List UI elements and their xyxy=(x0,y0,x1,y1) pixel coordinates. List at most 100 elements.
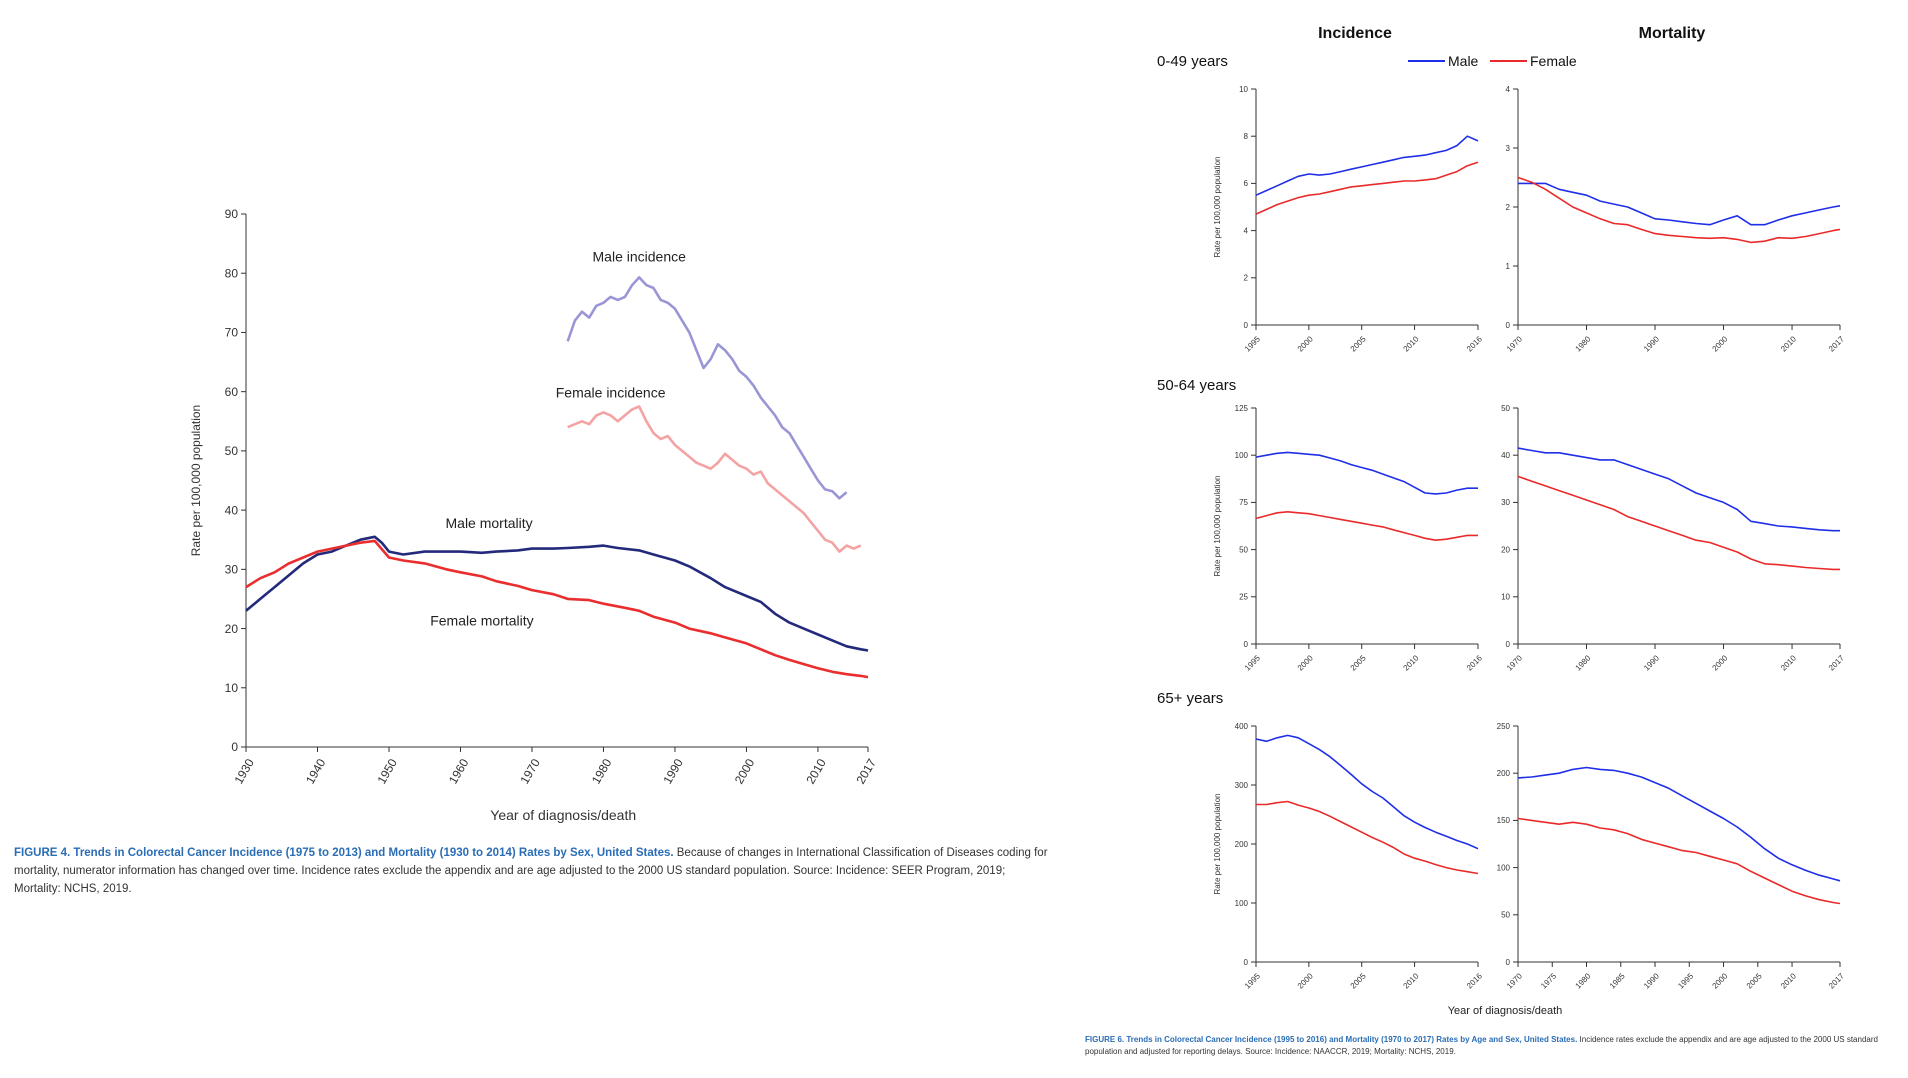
fig6-incidence-0-49-y-tick-label: 10 xyxy=(1239,85,1248,94)
fig6-incidence-65plus-y-tick-label: 0 xyxy=(1244,958,1249,967)
fig6-mortality-50-64-y-tick-label: 30 xyxy=(1501,498,1510,507)
fig6-incidence-65plus-x-tick-label: 2000 xyxy=(1296,971,1315,990)
fig6-incidence-65plus-series-female xyxy=(1256,800,1479,875)
fig4-y-tick-label: 50 xyxy=(225,444,239,458)
fig6-incidence-50-64-x-tick-label: 2005 xyxy=(1349,653,1368,672)
fig6-incidence-65plus-x-tick-label: 2016 xyxy=(1465,971,1484,990)
figure-4-caption-body: Because of changes in International Clas… xyxy=(14,847,1048,895)
fig6-incidence-65plus-y-tick-label: 400 xyxy=(1235,722,1249,731)
fig4-series-male-mortality xyxy=(245,535,869,652)
fig4-label-female-incidence: Female incidence xyxy=(556,385,666,401)
fig4-x-tick-label: 1940 xyxy=(303,756,329,786)
fig6-mortality-0-49-series-female xyxy=(1517,176,1841,244)
fig4-y-tick-label: 90 xyxy=(225,207,239,221)
fig6-mortality-65plus-y-tick-label: 250 xyxy=(1497,722,1511,731)
fig6-incidence-50-64-y-tick-label: 25 xyxy=(1239,593,1248,602)
fig6-incidence-50-64-series-female xyxy=(1255,511,1478,541)
fig4-x-tick-label: 1990 xyxy=(660,756,686,786)
fig6-incidence-0-49-x-tick-label: 2005 xyxy=(1349,334,1368,353)
fig6-incidence-50-64-y-tick-label: 75 xyxy=(1239,498,1248,507)
fig6-mortality-0-49-x-tick-label: 1990 xyxy=(1642,334,1661,353)
fig4-y-tick-label: 10 xyxy=(225,681,239,695)
fig4-label-female-mortality: Female mortality xyxy=(430,613,533,629)
fig6-mortality-0-49-x-tick-label: 2010 xyxy=(1779,334,1798,353)
fig6-mortality-50-64-x-tick-label: 1980 xyxy=(1574,653,1593,672)
fig6-mortality-65plus-x-tick-label: 2000 xyxy=(1711,971,1730,990)
fig6-mortality-0-49-y-tick-label: 3 xyxy=(1506,144,1511,153)
fig6-incidence-0-49-y-tick-label: 8 xyxy=(1244,132,1249,141)
fig6-mortality-65plus-x-tick-label: 1975 xyxy=(1539,971,1558,990)
fig6-incidence-65plus-y-tick-label: 300 xyxy=(1235,781,1249,790)
fig6-mortality-50-64-x-tick-label: 1990 xyxy=(1642,653,1661,672)
fig6-incidence-65plus-y-axis-label: Rate per 100,000 population xyxy=(1213,794,1222,895)
fig6-mortality-65plus-y-tick-label: 0 xyxy=(1506,958,1511,967)
fig6-mortality-65plus-x-tick-label: 2010 xyxy=(1779,971,1798,990)
fig6-incidence-0-49-x-tick-label: 2000 xyxy=(1296,334,1315,353)
fig6-mortality-65plus-y-tick-label: 100 xyxy=(1497,863,1511,872)
fig6-mortality-0-49-y-tick-label: 1 xyxy=(1506,262,1511,271)
figure-4-caption-lead: FIGURE 4. Trends in Colorectal Cancer In… xyxy=(14,847,674,859)
fig6-x-axis-label: Year of diagnosis/death xyxy=(1448,1005,1563,1017)
fig4-y-axis-label: Rate per 100,000 population xyxy=(189,405,203,556)
fig6-incidence-50-64-x-tick-label: 2016 xyxy=(1465,653,1484,672)
figure-6-caption-body: Incidence rates exclude the appendix and… xyxy=(1085,1035,1878,1056)
fig6-col-title-incidence: Incidence xyxy=(1318,25,1392,42)
fig6-incidence-0-49-x-tick-label: 1995 xyxy=(1243,334,1262,353)
fig6-mortality-65plus-x-tick-label: 1985 xyxy=(1608,971,1627,990)
fig6-incidence-65plus-y-tick-label: 100 xyxy=(1235,899,1249,908)
fig6-incidence-50-64-x-tick-label: 2010 xyxy=(1402,653,1421,672)
fig6-mortality-0-49-x-tick-label: 2000 xyxy=(1711,334,1730,353)
fig6-incidence-0-49-x-tick-label: 2016 xyxy=(1465,334,1484,353)
fig4-x-tick-label: 1930 xyxy=(231,756,257,786)
fig4-y-tick-label: 60 xyxy=(225,385,239,399)
fig4-series-female-mortality xyxy=(245,539,869,679)
fig6-mortality-65plus-series-female xyxy=(1517,817,1841,905)
fig6-incidence-0-49-series-male xyxy=(1255,135,1479,196)
fig6-mortality-50-64-y-tick-label: 40 xyxy=(1501,451,1510,460)
fig6-mortality-0-49-x-tick-label: 1980 xyxy=(1574,334,1593,353)
fig6-mortality-65plus-y-tick-label: 200 xyxy=(1497,769,1511,778)
fig6-col-title-mortality: Mortality xyxy=(1639,25,1706,42)
fig6-row-label-1: 50-64 years xyxy=(1157,377,1236,394)
fig6-incidence-0-49-y-axis-label: Rate per 100,000 population xyxy=(1213,157,1222,258)
fig6-mortality-65plus-x-tick-label: 2017 xyxy=(1827,971,1846,990)
fig6-legend-female-label: Female xyxy=(1530,53,1577,69)
fig6-incidence-50-64-y-tick-label: 100 xyxy=(1235,451,1249,460)
fig6-incidence-50-64-y-tick-label: 0 xyxy=(1244,640,1249,649)
figure-6-caption: FIGURE 6. Trends in Colorectal Cancer In… xyxy=(1085,1034,1900,1058)
fig6-incidence-50-64-y-tick-label: 50 xyxy=(1239,545,1248,554)
fig6-mortality-65plus-x-tick-label: 1970 xyxy=(1505,971,1524,990)
fig6-mortality-50-64-y-tick-label: 20 xyxy=(1501,545,1510,554)
fig6-mortality-50-64-y-tick-label: 50 xyxy=(1501,404,1510,413)
fig4-x-tick-label: 1960 xyxy=(446,756,472,786)
fig6-mortality-50-64-series-female xyxy=(1517,475,1840,571)
fig6-incidence-50-64-x-tick-label: 1995 xyxy=(1243,653,1262,672)
fig6-mortality-65plus-x-tick-label: 2005 xyxy=(1745,971,1764,990)
fig6-row-label-0: 0-49 years xyxy=(1157,53,1228,70)
fig4-series-female-incidence xyxy=(567,405,862,553)
fig6-mortality-0-49-series-male xyxy=(1518,182,1841,226)
fig4-x-tick-label: 1970 xyxy=(517,756,543,786)
fig6-mortality-0-49-y-tick-label: 4 xyxy=(1506,85,1511,94)
fig4-x-tick-label: 2017 xyxy=(853,756,879,786)
fig6-incidence-0-49-series-female xyxy=(1255,161,1479,215)
fig4-label-male-incidence: Male incidence xyxy=(593,248,687,264)
fig6-incidence-50-64-y-tick-label: 125 xyxy=(1235,404,1249,413)
fig4-x-tick-label: 2000 xyxy=(732,756,758,786)
figure-6-caption-lead: FIGURE 6. Trends in Colorectal Cancer In… xyxy=(1085,1035,1578,1044)
fig6-incidence-0-49-x-tick-label: 2010 xyxy=(1402,334,1421,353)
fig6-incidence-50-64-series-male xyxy=(1255,451,1478,495)
fig6-incidence-0-49-y-tick-label: 2 xyxy=(1244,274,1249,283)
fig4-label-male-mortality: Male mortality xyxy=(446,515,533,531)
fig4-x-axis-label: Year of diagnosis/death xyxy=(490,807,636,823)
fig4-y-tick-label: 30 xyxy=(225,563,239,577)
fig6-mortality-50-64-x-tick-label: 2000 xyxy=(1711,653,1730,672)
fig6-incidence-65plus-x-tick-label: 2005 xyxy=(1349,971,1368,990)
fig6-mortality-65plus-y-tick-label: 50 xyxy=(1501,911,1510,920)
fig6-legend-male-label: Male xyxy=(1448,53,1479,69)
fig6-mortality-65plus-x-tick-label: 1980 xyxy=(1574,971,1593,990)
fig6-mortality-50-64-x-tick-label: 1970 xyxy=(1505,653,1524,672)
fig6-mortality-0-49-x-tick-label: 1970 xyxy=(1505,334,1524,353)
fig4-y-tick-label: 40 xyxy=(225,503,239,517)
